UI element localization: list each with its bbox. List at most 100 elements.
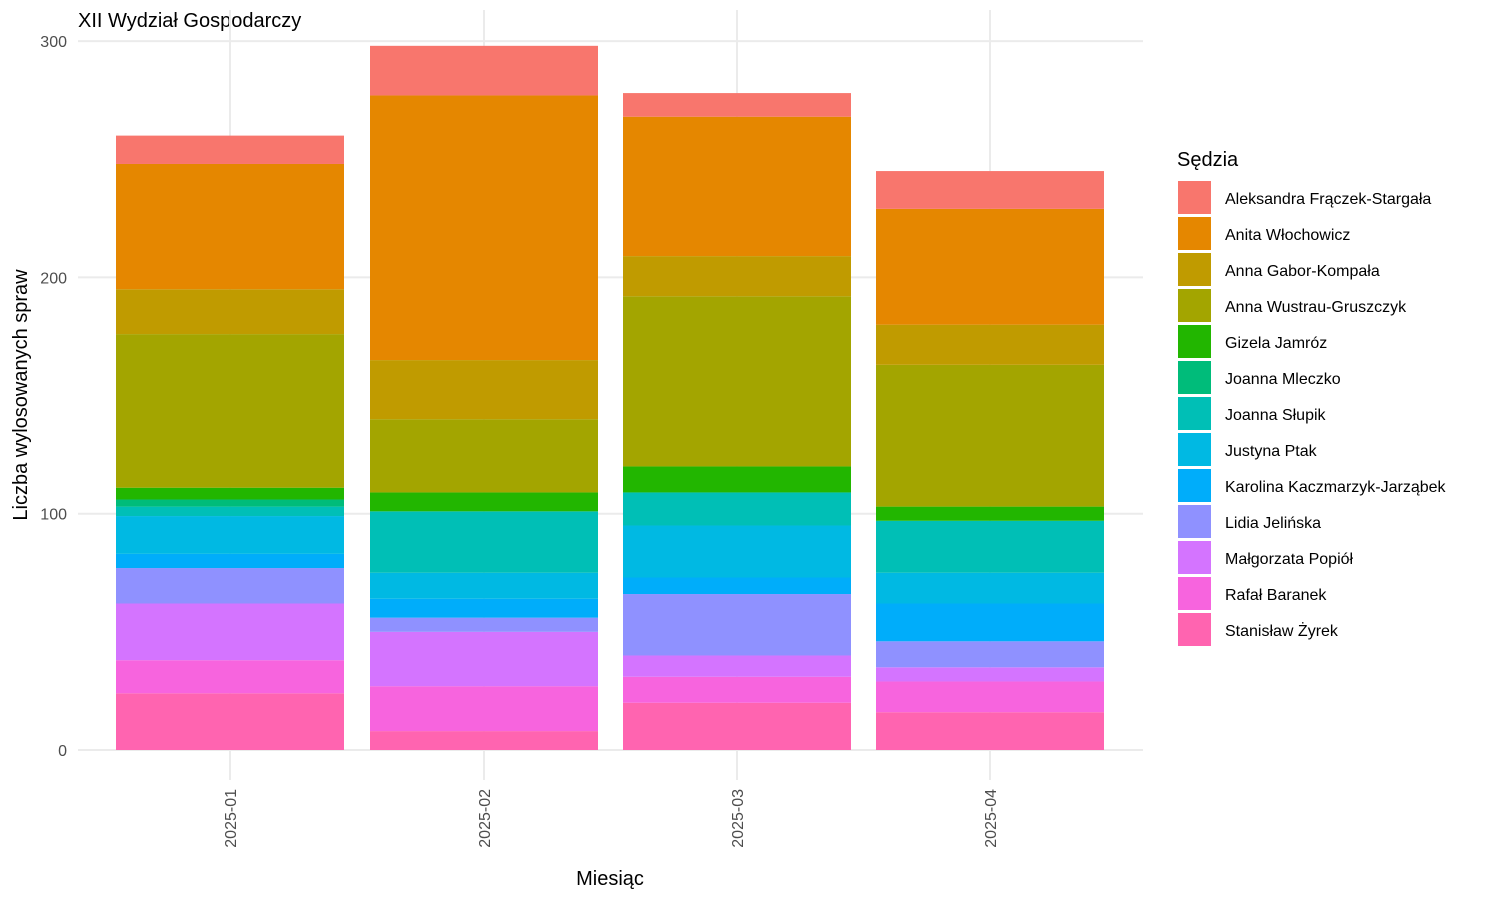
bar-segment (116, 516, 344, 554)
legend-item: Stanisław Żyrek (1178, 613, 1339, 646)
legend-key (1178, 469, 1211, 502)
x-tick-label: 2025-03 (730, 789, 747, 848)
y-tick-label: 300 (40, 34, 67, 51)
bar-segment (116, 289, 344, 335)
legend-label: Aleksandra Frączek-Stargała (1225, 191, 1431, 208)
legend-item: Joanna Mleczko (1178, 361, 1341, 394)
bar-segment (876, 506, 1104, 521)
bar-segment (876, 712, 1104, 750)
x-tick-label: 2025-02 (477, 789, 494, 848)
bar-segment (623, 296, 851, 467)
bar-segment (623, 577, 851, 595)
bar-segment (876, 364, 1104, 507)
x-tick-label: 2025-01 (223, 789, 240, 848)
bar-segment (370, 492, 598, 512)
legend-item: Lidia Jelińska (1178, 505, 1321, 538)
bar-segment (623, 655, 851, 677)
bar-segment (370, 731, 598, 750)
bar-segment (876, 171, 1104, 209)
legend-items: Aleksandra Frączek-Stargała Anita Włochow… (1178, 181, 1447, 646)
bar-segment (876, 324, 1104, 365)
legend: Sędzia Aleksandra Frączek-Stargała Anita … (1177, 149, 1447, 646)
bars (116, 45, 1104, 750)
bar-segment (623, 492, 851, 526)
y-axis-title: Liczba wylosowanych spraw (10, 269, 32, 521)
bar-segment (876, 681, 1104, 713)
bar-segment (370, 686, 598, 732)
y-tick-label: 200 (40, 270, 67, 287)
legend-key (1178, 505, 1211, 538)
bar-segment (876, 572, 1104, 604)
legend-item: Małgorzata Popiół (1178, 541, 1354, 574)
legend-item: Joanna Słupik (1178, 397, 1327, 430)
chart-title: XII Wydział Gospodarczy (78, 10, 301, 32)
legend-key (1178, 181, 1211, 214)
bar-segment (876, 208, 1104, 325)
bar-segment (623, 702, 851, 750)
legend-label: Anna Gabor-Kompała (1225, 263, 1380, 280)
bar-segment (623, 525, 851, 578)
legend-title: Sędzia (1177, 149, 1239, 171)
bar-segment (116, 553, 344, 569)
bar-segment (370, 511, 598, 573)
x-axis-title: Miesiąc (576, 868, 644, 890)
legend-label: Anita Włochowicz (1225, 227, 1350, 244)
legend-key (1178, 433, 1211, 466)
bar-segment (116, 334, 344, 488)
x-tick-label: 2025-04 (983, 789, 1000, 848)
bar-segment (370, 572, 598, 599)
bar-segment (370, 617, 598, 632)
bar-segment (116, 487, 344, 500)
legend-key (1178, 613, 1211, 646)
legend-label: Rafał Baranek (1225, 587, 1327, 604)
legend-item: Justyna Ptak (1178, 433, 1318, 466)
legend-item: Gizela Jamróz (1178, 325, 1327, 358)
bar-segment (370, 95, 598, 361)
bar-segment (116, 693, 344, 750)
legend-label: Lidia Jelińska (1225, 515, 1321, 532)
legend-label: Joanna Słupik (1225, 407, 1327, 424)
legend-key (1178, 541, 1211, 574)
legend-item: Karolina Kaczmarzyk-Jarząbek (1178, 469, 1447, 502)
legend-key (1178, 577, 1211, 610)
legend-label: Stanisław Żyrek (1225, 621, 1339, 640)
y-tick-label: 100 (40, 507, 67, 524)
y-axis-ticks: 0 100 200 300 (40, 34, 67, 760)
legend-item: Anna Gabor-Kompała (1178, 253, 1380, 286)
bar-segment (116, 568, 344, 604)
bar-segment (876, 520, 1104, 573)
legend-item: Rafał Baranek (1178, 577, 1327, 610)
legend-key (1178, 397, 1211, 430)
legend-key (1178, 325, 1211, 358)
bar-segment (116, 135, 344, 164)
legend-label: Karolina Kaczmarzyk-Jarząbek (1225, 479, 1447, 496)
bar-segment (116, 603, 344, 661)
legend-item: Anita Włochowicz (1178, 217, 1350, 250)
legend-key (1178, 217, 1211, 250)
legend-key (1178, 289, 1211, 322)
bar-segment (116, 163, 344, 290)
bar-segment (876, 667, 1104, 682)
bar-segment (623, 256, 851, 297)
legend-label: Małgorzata Popiół (1225, 551, 1354, 568)
legend-item: Aleksandra Frączek-Stargała (1178, 181, 1431, 214)
bar-segment (370, 631, 598, 687)
bar-segment (116, 506, 344, 517)
legend-label: Justyna Ptak (1225, 443, 1318, 460)
bar-segment (116, 499, 344, 507)
bar-segment (623, 116, 851, 257)
legend-item: Anna Wustrau-Gruszczyk (1178, 289, 1407, 322)
bar-segment (370, 45, 598, 96)
legend-label: Anna Wustrau-Gruszczyk (1225, 299, 1407, 316)
bar-segment (370, 360, 598, 420)
bar-segment (623, 594, 851, 656)
legend-key (1178, 253, 1211, 286)
legend-key (1178, 361, 1211, 394)
bar-segment (623, 93, 851, 117)
legend-label: Joanna Mleczko (1225, 371, 1341, 388)
bar-segment (370, 419, 598, 493)
bar-segment (623, 466, 851, 493)
legend-label: Gizela Jamróz (1225, 335, 1327, 352)
x-axis-ticks: 2025-01 2025-02 2025-03 2025-04 (223, 789, 1000, 848)
